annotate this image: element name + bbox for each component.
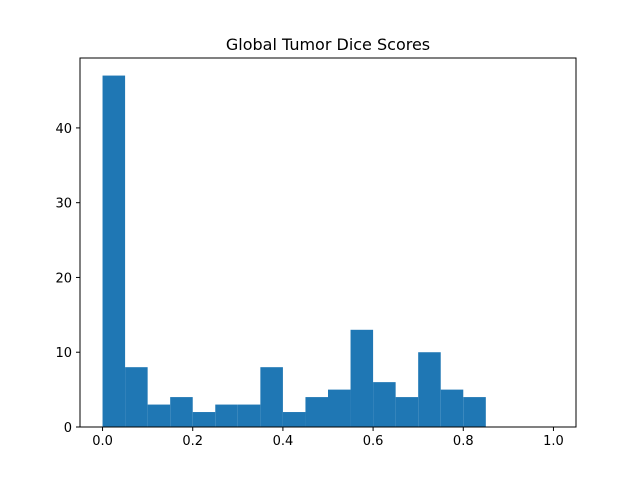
histogram-bar	[418, 352, 441, 427]
histogram-bar	[237, 404, 261, 427]
histogram-bar	[192, 412, 216, 427]
histogram-bar	[373, 382, 396, 427]
histogram-bar	[147, 404, 171, 427]
histogram-bar	[102, 75, 126, 428]
y-axis-ticks: 0 10 20 30 40	[55, 122, 80, 436]
histogram-bar	[395, 397, 419, 427]
histogram-bar	[328, 389, 351, 427]
y-tick-label: 30	[55, 197, 72, 212]
x-axis-ticks: 0.0 0.2 0.4 0.6 0.8 1.0	[92, 427, 564, 449]
y-tick-label: 20	[55, 271, 72, 286]
histogram-bar	[463, 397, 486, 427]
histogram-bar	[305, 397, 328, 427]
x-tick-label: 0.0	[92, 434, 113, 449]
x-tick-label: 0.8	[453, 434, 474, 449]
histogram-bar	[125, 367, 148, 427]
histogram-bar	[350, 329, 374, 427]
chart-title: Global Tumor Dice Scores	[226, 35, 430, 54]
axes-group	[79, 57, 577, 428]
histogram-bar	[440, 389, 464, 427]
y-tick-label: 10	[55, 346, 72, 361]
x-tick-label: 1.0	[543, 434, 564, 449]
bars-group	[102, 75, 486, 428]
y-tick-label: 40	[55, 122, 72, 137]
y-tick-label: 0	[64, 421, 72, 436]
histogram-bar	[260, 367, 283, 427]
histogram-bar	[282, 412, 306, 427]
plot-frame	[79, 57, 577, 428]
x-tick-label: 0.4	[273, 434, 294, 449]
histogram-bar	[215, 404, 238, 427]
x-tick-label: 0.6	[363, 434, 384, 449]
x-tick-label: 0.2	[182, 434, 203, 449]
histogram-bar	[170, 397, 193, 427]
